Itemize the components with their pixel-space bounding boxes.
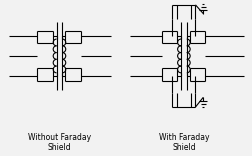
- Text: With Faraday
Shield: With Faraday Shield: [158, 133, 208, 153]
- Text: Without Faraday
Shield: Without Faraday Shield: [28, 133, 91, 153]
